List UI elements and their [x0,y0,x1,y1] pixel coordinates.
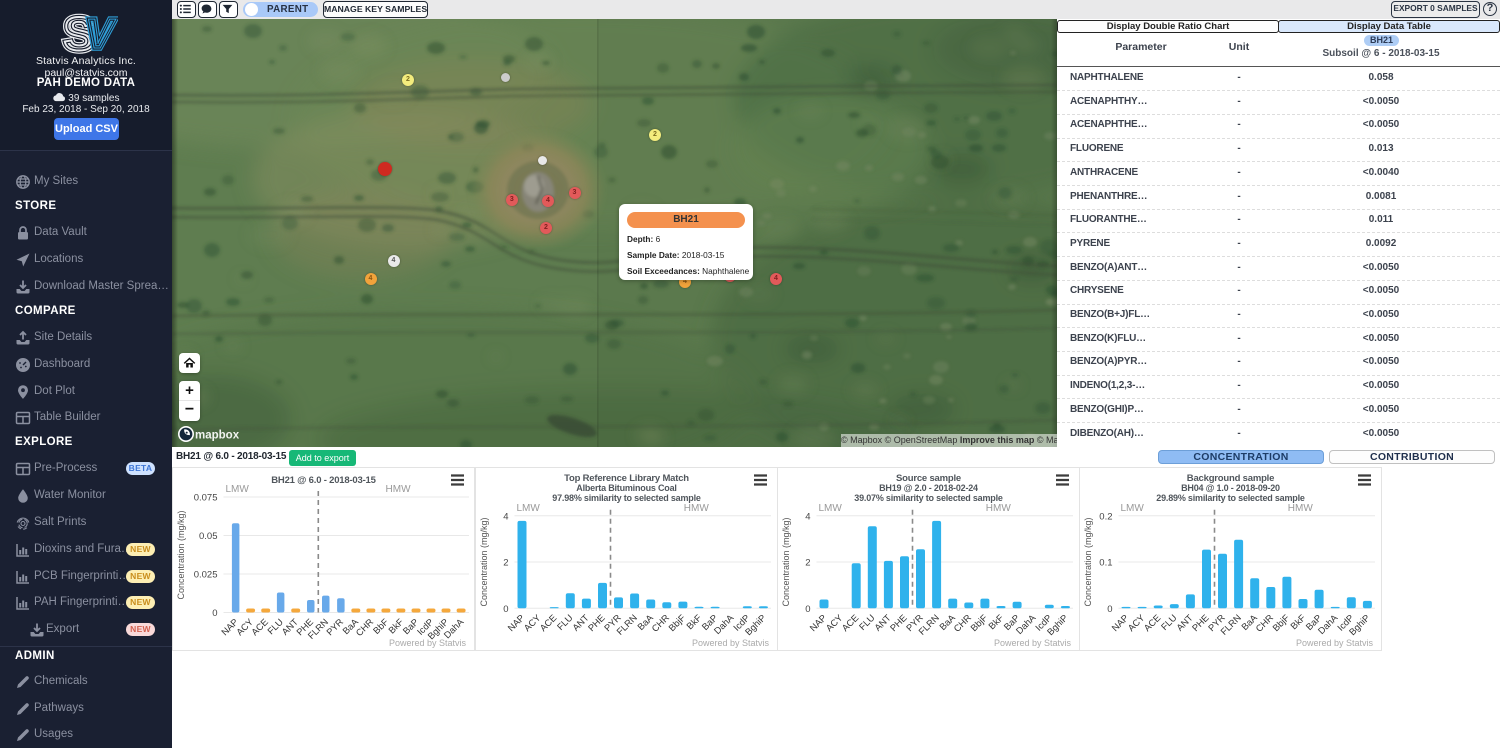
svg-text:0.075: 0.075 [194,493,218,504]
svg-text:ANT: ANT [1175,612,1195,632]
svg-text:39.07% similarity to selected: 39.07% similarity to selected sample [854,493,1003,503]
svg-text:Concentration (mg/kg): Concentration (mg/kg) [781,517,791,606]
svg-text:0.2: 0.2 [1099,511,1112,522]
svg-text:CHR: CHR [952,612,974,634]
svg-text:BbjF: BbjF [969,612,990,633]
svg-text:LMW: LMW [517,503,541,514]
svg-text:ACE: ACE [1142,613,1163,634]
svg-text:NAP: NAP [808,613,829,634]
svg-text:97.98% similarity to selected: 97.98% similarity to selected sample [552,493,701,503]
svg-text:mapbox: mapbox [195,430,240,442]
svg-text:FLU: FLU [1159,613,1179,633]
svg-text:LMW: LMW [1121,503,1145,514]
svg-text:Top Reference Library Match: Top Reference Library Match [564,473,689,484]
svg-text:BH19 @ 2.0 - 2018-02-24: BH19 @ 2.0 - 2018-02-24 [879,483,978,493]
svg-text:FLU: FLU [555,613,575,633]
svg-text:BbjF: BbjF [1271,612,1292,633]
svg-text:BkF: BkF [1289,612,1308,631]
svg-text:Concentration (mg/kg): Concentration (mg/kg) [176,510,186,599]
svg-text:BbjF: BbjF [667,612,688,633]
svg-text:S: S [63,9,94,55]
svg-text:HMW: HMW [1288,503,1314,514]
svg-text:0: 0 [805,604,810,615]
svg-text:0: 0 [212,608,217,619]
svg-text:NAP: NAP [506,613,527,634]
svg-text:Alberta Bituminous Coal: Alberta Bituminous Coal [576,483,676,493]
svg-text:ACE: ACE [840,613,861,634]
svg-text:Powered by Statvis: Powered by Statvis [1296,638,1374,648]
svg-text:0.1: 0.1 [1099,558,1112,569]
svg-text:HMW: HMW [986,503,1012,514]
svg-text:Background sample: Background sample [1187,473,1274,484]
svg-text:HMW: HMW [386,484,412,495]
svg-text:BkF: BkF [685,612,704,631]
svg-text:Powered by Statvis: Powered by Statvis [389,638,467,648]
svg-text:PHE: PHE [888,613,909,634]
svg-text:PHE: PHE [586,613,607,634]
svg-text:Source sample: Source sample [896,473,961,484]
svg-text:ACY: ACY [824,613,845,634]
svg-text:29.89% similarity to selected: 29.89% similarity to selected sample [1156,493,1305,503]
svg-text:0.025: 0.025 [194,570,218,581]
svg-text:2: 2 [805,558,810,569]
svg-text:HMW: HMW [684,503,710,514]
svg-text:Concentration (mg/kg): Concentration (mg/kg) [479,517,489,606]
svg-text:S: S [63,9,94,55]
svg-text:Concentration (mg/kg): Concentration (mg/kg) [1083,517,1093,606]
svg-text:4: 4 [805,511,810,522]
svg-text:CHR: CHR [650,612,672,634]
svg-text:ANT: ANT [873,612,893,632]
svg-text:PHE: PHE [1190,613,1211,634]
svg-text:NAP: NAP [1110,613,1131,634]
svg-text:CHR: CHR [1254,612,1276,634]
svg-text:ACY: ACY [522,613,543,634]
svg-text:FLU: FLU [857,613,877,633]
svg-text:0: 0 [1107,604,1112,615]
svg-text:0: 0 [503,604,508,615]
svg-text:S: S [63,9,94,55]
svg-text:Powered by Statvis: Powered by Statvis [994,638,1072,648]
svg-text:BH21 @ 6.0 - 2018-03-15: BH21 @ 6.0 - 2018-03-15 [271,475,376,486]
svg-text:BH04 @ 1.0 - 2018-09-20: BH04 @ 1.0 - 2018-09-20 [1181,483,1280,493]
svg-text:2: 2 [503,558,508,569]
svg-text:BkF: BkF [987,612,1006,631]
svg-text:4: 4 [503,511,508,522]
svg-text:ACY: ACY [1126,613,1147,634]
svg-text:LMW: LMW [226,484,250,495]
svg-text:ANT: ANT [571,612,591,632]
svg-text:Powered by Statvis: Powered by Statvis [692,638,770,648]
svg-text:0.05: 0.05 [199,531,218,542]
svg-text:LMW: LMW [819,503,843,514]
svg-text:ACE: ACE [538,613,559,634]
